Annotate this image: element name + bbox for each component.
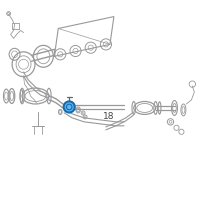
Text: 18: 18	[103, 112, 115, 121]
Circle shape	[64, 101, 75, 113]
